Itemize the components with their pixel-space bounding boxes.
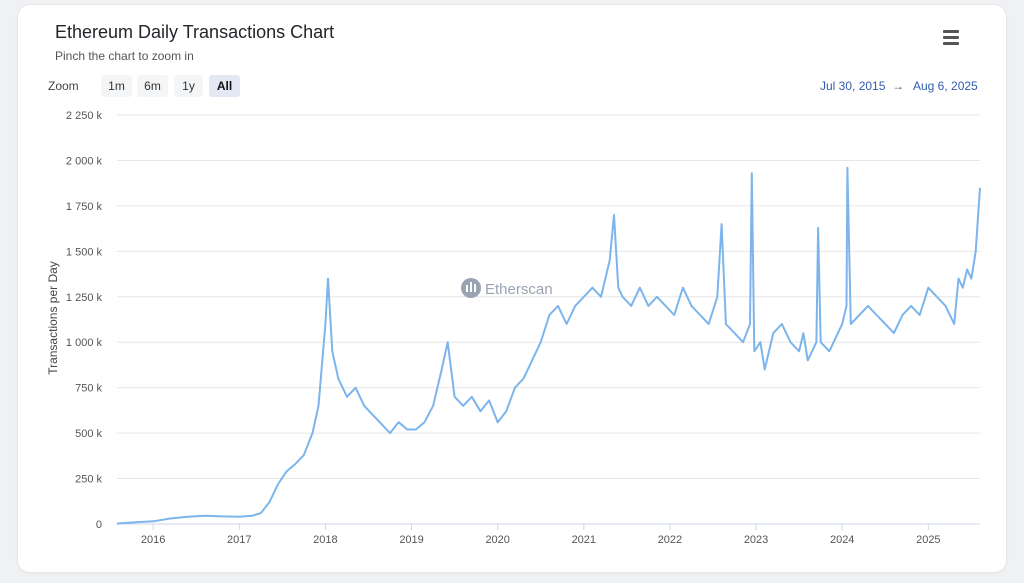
chart-card: [18, 5, 1006, 572]
y-tick-label: 2 000 k: [66, 155, 103, 167]
x-tick-label: 2016: [141, 534, 165, 546]
hamburger-menu-icon[interactable]: [941, 28, 961, 46]
watermark-text: Etherscan: [485, 281, 553, 298]
y-tick-label: 0: [96, 519, 102, 531]
zoom-1m-button[interactable]: 1m: [101, 75, 132, 97]
y-tick-label: 250 k: [75, 474, 102, 486]
x-tick-label: 2024: [830, 534, 854, 546]
series-line-transactions[interactable]: [116, 166, 981, 525]
zoom-all-button[interactable]: All: [209, 75, 240, 97]
y-tick-label: 1 500 k: [66, 246, 103, 258]
x-tick-label: 2025: [916, 534, 940, 546]
y-tick-label: 1 250 k: [66, 292, 103, 304]
zoom-1y-button[interactable]: 1y: [174, 75, 203, 97]
x-tick-label: 2018: [313, 534, 337, 546]
y-tick-label: 1 000 k: [66, 337, 103, 349]
y-tick-label: 750 k: [75, 383, 102, 395]
x-tick-label: 2017: [227, 534, 251, 546]
x-tick-label: 2020: [485, 534, 509, 546]
etherscan-watermark: Etherscan: [461, 278, 553, 298]
chart-title: Ethereum Daily Transactions Chart: [55, 22, 335, 42]
range-from-date[interactable]: Jul 30, 2015: [820, 79, 886, 93]
x-tick-label: 2021: [572, 534, 596, 546]
zoom-label: Zoom: [48, 79, 79, 93]
y-axis-label: Transactions per Day: [46, 261, 60, 375]
x-tick-label: 2019: [399, 534, 423, 546]
y-tick-label: 2 250 k: [66, 110, 103, 122]
chart-subtitle: Pinch the chart to zoom in: [55, 49, 194, 63]
x-tick-label: 2023: [744, 534, 768, 546]
y-tick-label: 1 750 k: [66, 201, 103, 213]
range-to-date[interactable]: Aug 6, 2025: [913, 79, 978, 93]
x-tick-label: 2022: [658, 534, 682, 546]
zoom-6m-button[interactable]: 6m: [137, 75, 168, 97]
y-tick-label: 500 k: [75, 428, 102, 440]
range-arrow-icon: →: [892, 79, 904, 93]
